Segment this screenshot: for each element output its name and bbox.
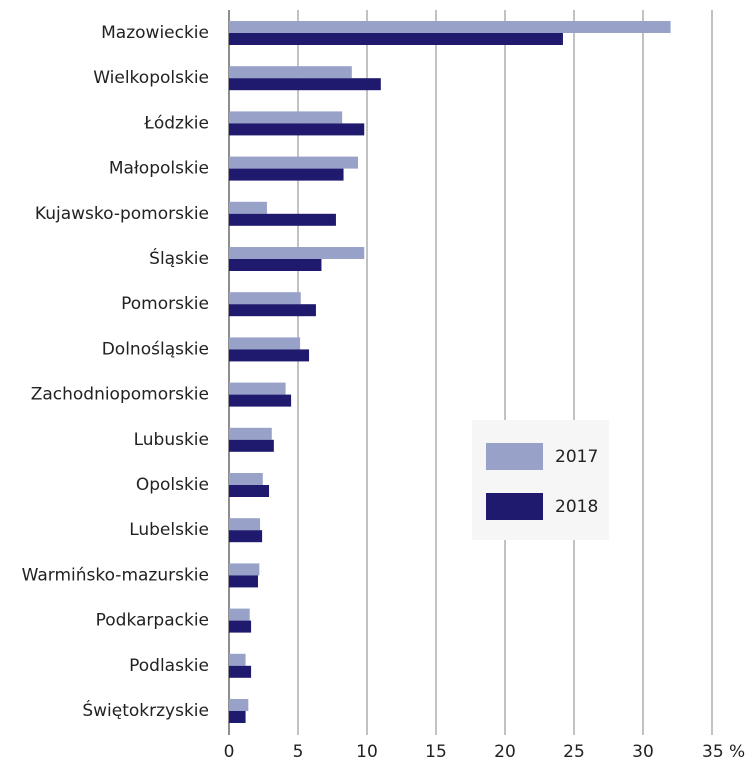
- x-tick-label: 5: [293, 742, 304, 762]
- legend-label: 2017: [555, 447, 598, 467]
- bar: [229, 530, 263, 543]
- bar: [229, 620, 252, 633]
- bar: [229, 304, 316, 317]
- bar: [229, 473, 263, 485]
- bar: [229, 394, 292, 407]
- bar: [229, 485, 270, 497]
- y-tick-label: Świętokrzyskie: [82, 699, 209, 721]
- bar: [229, 563, 260, 576]
- bar: [229, 21, 671, 33]
- bar: [229, 247, 365, 259]
- bar: [229, 711, 246, 723]
- x-tick-label: 15: [425, 742, 447, 762]
- bar: [229, 201, 267, 214]
- y-tick-label: Śląskie: [149, 247, 209, 269]
- bar: [229, 518, 261, 531]
- y-tick-label: Podkarpackie: [96, 611, 209, 631]
- bar: [229, 111, 343, 124]
- bar: [229, 33, 563, 45]
- bar: [229, 78, 381, 91]
- bar: [229, 665, 252, 678]
- x-tick-label: 20: [494, 742, 516, 762]
- bar: [229, 699, 249, 711]
- y-tick-label: Wielkopolskie: [93, 68, 209, 88]
- bar: [229, 382, 286, 395]
- bar: [229, 608, 250, 621]
- bar: [229, 337, 301, 350]
- x-tick-label: 35 %: [702, 742, 745, 762]
- legend-swatch: [486, 443, 543, 470]
- y-tick-label: Podlaskie: [129, 656, 209, 676]
- y-tick-label: Małopolskie: [109, 159, 209, 179]
- x-tick-label: 0: [224, 742, 235, 762]
- bar: [229, 123, 365, 136]
- y-tick-label: Kujawsko-pomorskie: [35, 204, 209, 224]
- bar: [229, 292, 301, 305]
- bar: [229, 349, 310, 362]
- y-tick-label: Lubuskie: [134, 430, 209, 450]
- bar: [229, 427, 272, 440]
- legend-label: 2018: [555, 497, 598, 517]
- x-tick-label: 10: [356, 742, 378, 762]
- legend-swatch: [486, 493, 543, 520]
- y-tick-label: Opolskie: [136, 475, 209, 495]
- y-tick-label: Pomorskie: [121, 294, 209, 314]
- x-tick-label: 25: [563, 742, 585, 762]
- bar: [229, 575, 258, 588]
- bar: [229, 653, 246, 666]
- legend-box: [472, 420, 609, 540]
- y-tick-label: Mazowieckie: [101, 23, 209, 43]
- bar: [229, 66, 352, 79]
- y-tick-label: Warmińsko-mazurskie: [22, 565, 209, 585]
- bar: [229, 439, 274, 452]
- y-tick-label: Dolnośląskie: [102, 339, 209, 359]
- y-tick-label: Zachodniopomorskie: [31, 385, 209, 405]
- bar: [229, 168, 344, 181]
- bar: [229, 213, 336, 226]
- y-tick-label: Lubelskie: [129, 520, 209, 540]
- y-tick-label: Łódzkie: [143, 113, 209, 133]
- bar: [229, 259, 322, 271]
- x-tick-label: 30: [632, 742, 654, 762]
- bar: [229, 156, 359, 169]
